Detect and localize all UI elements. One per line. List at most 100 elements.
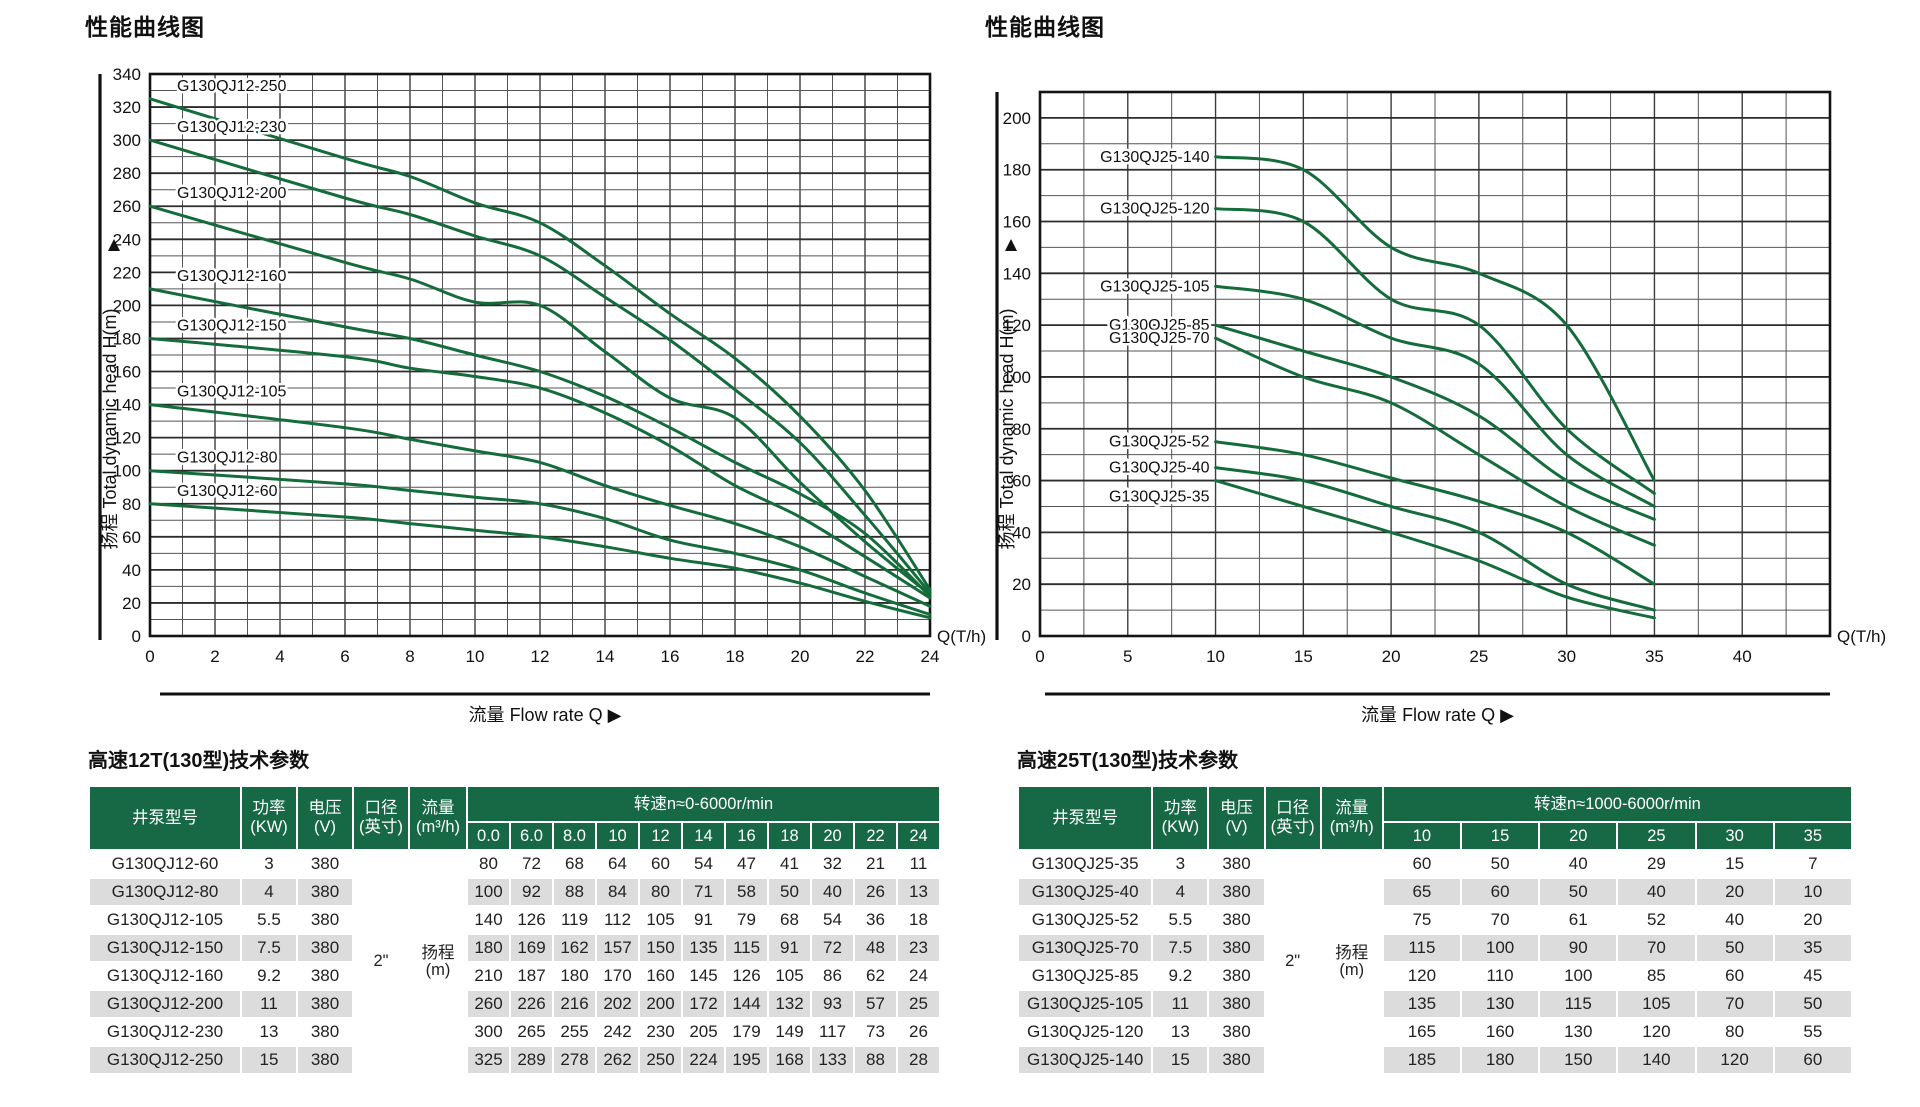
curve-label: G130QJ25-120 bbox=[1100, 201, 1210, 218]
pump-curve bbox=[1214, 207, 1656, 495]
y-tick-label: 120 bbox=[113, 429, 141, 448]
specs-table-12t: 井泵型号 功率 (KW) 电压 (V) 口径 (英寸) 流量 (m³/h) 转速n≈0-6000r… bbox=[88, 785, 941, 1075]
head-value-cell: 242 bbox=[597, 1019, 638, 1045]
head-value-cell: 180 bbox=[468, 935, 509, 961]
head-value-cell: 40 bbox=[1618, 879, 1695, 905]
header-speed-col: 22 bbox=[855, 823, 896, 849]
voltage-cell: 380 bbox=[298, 879, 352, 905]
head-value-cell: 88 bbox=[855, 1047, 896, 1073]
head-value-cell: 40 bbox=[1696, 907, 1773, 933]
head-value-cell: 100 bbox=[1540, 963, 1617, 989]
pump-curve bbox=[148, 138, 932, 595]
head-value-cell: 86 bbox=[812, 963, 853, 989]
header-bore: 口径 (英寸) bbox=[354, 787, 408, 849]
curve-label: G130QJ25-40 bbox=[1109, 460, 1210, 477]
pump-curve bbox=[148, 469, 932, 616]
header-speed-col: 25 bbox=[1618, 823, 1695, 849]
curve-label: G130QJ12-160 bbox=[177, 268, 287, 285]
head-value-cell: 150 bbox=[640, 935, 681, 961]
head-value-cell: 52 bbox=[1618, 907, 1695, 933]
y-tick-label: 140 bbox=[1003, 264, 1031, 283]
power-cell: 9.2 bbox=[242, 963, 296, 989]
table-row: G130QJ25-40 4 380 65 60 50 40 20 10 bbox=[1019, 879, 1851, 905]
header-speed-col: 30 bbox=[1696, 823, 1773, 849]
x-tick-label: 2 bbox=[210, 647, 219, 666]
head-value-cell: 60 bbox=[1462, 879, 1539, 905]
y-tick-label: 0 bbox=[1022, 627, 1031, 646]
x-tick-label: 16 bbox=[661, 647, 680, 666]
voltage-cell: 380 bbox=[298, 851, 352, 877]
voltage-cell: 380 bbox=[1209, 851, 1264, 877]
head-value-cell: 60 bbox=[1383, 851, 1460, 877]
head-value-cell: 230 bbox=[640, 1019, 681, 1045]
head-value-cell: 180 bbox=[1462, 1047, 1539, 1073]
x-tick-label: 20 bbox=[1382, 647, 1401, 666]
table-row: G130QJ25-52 5.5 380 75 70 61 52 40 20 bbox=[1019, 907, 1851, 933]
chart-title-12t: 性能曲线图 bbox=[85, 14, 205, 40]
head-value-cell: 278 bbox=[554, 1047, 595, 1073]
head-value-cell: 7 bbox=[1774, 851, 1851, 877]
voltage-cell: 380 bbox=[298, 1047, 352, 1073]
head-value-cell: 92 bbox=[511, 879, 552, 905]
head-value-cell: 54 bbox=[812, 907, 853, 933]
voltage-cell: 380 bbox=[1209, 991, 1264, 1017]
voltage-cell: 380 bbox=[1209, 1047, 1264, 1073]
head-unit-cell: 扬程 (m) bbox=[1321, 851, 1382, 1073]
y-tick-label: 60 bbox=[122, 528, 141, 547]
y-tick-label: 180 bbox=[1003, 161, 1031, 180]
head-value-cell: 140 bbox=[1618, 1047, 1695, 1073]
model-cell: G130QJ12-60 bbox=[90, 851, 240, 877]
head-value-cell: 60 bbox=[1696, 963, 1773, 989]
head-value-cell: 18 bbox=[898, 907, 939, 933]
curve-label: G130QJ12-60 bbox=[177, 483, 278, 500]
power-cell: 11 bbox=[242, 991, 296, 1017]
head-value-cell: 70 bbox=[1696, 991, 1773, 1017]
voltage-cell: 380 bbox=[298, 963, 352, 989]
curve-label: G130QJ12-105 bbox=[177, 384, 287, 401]
head-value-cell: 105 bbox=[769, 963, 810, 989]
head-value-cell: 72 bbox=[511, 851, 552, 877]
table-row: G130QJ25-105 11 380 135 130 115 105 70 50 bbox=[1019, 991, 1851, 1017]
x-tick-label: 35 bbox=[1645, 647, 1664, 666]
head-value-cell: 54 bbox=[683, 851, 724, 877]
y-tick-label: 20 bbox=[122, 594, 141, 613]
head-value-cell: 216 bbox=[554, 991, 595, 1017]
head-value-cell: 47 bbox=[726, 851, 767, 877]
table-row: G130QJ12-160 9.2 380 210 187 180 170 160 145 126 1… bbox=[90, 963, 939, 989]
curve-label: G130QJ12-80 bbox=[177, 450, 278, 467]
x-tick-label: 24 bbox=[921, 647, 940, 666]
x-axis-title: 流量 Flow rate Q ▶ bbox=[469, 705, 622, 725]
x-tick-label: 5 bbox=[1123, 647, 1132, 666]
table-row: G130QJ12-200 11 380 260 226 216 202 200 172 144 13… bbox=[90, 991, 939, 1017]
head-value-cell: 179 bbox=[726, 1019, 767, 1045]
header-subrow: 0.0 6.0 8.0 10 12 14 16 18 20 22 24 bbox=[90, 823, 939, 849]
head-value-cell: 115 bbox=[1383, 935, 1460, 961]
header-flow: 流量 (m³/h) bbox=[410, 787, 466, 849]
pump-curve bbox=[148, 204, 932, 597]
head-value-cell: 20 bbox=[1774, 907, 1851, 933]
header-speed-group: 转速n≈1000-6000r/min bbox=[1383, 787, 1851, 821]
model-cell: G130QJ25-140 bbox=[1019, 1047, 1152, 1073]
head-value-cell: 50 bbox=[1774, 991, 1851, 1017]
pump-curve bbox=[148, 97, 932, 592]
header-row: 井泵型号 功率 (KW) 电压 (V) 口径 (英寸) 流量 (m³/h) 转速n≈1000-60… bbox=[1019, 787, 1851, 849]
header-bore: 口径 (英寸) bbox=[1265, 787, 1320, 849]
table-row: G130QJ12-105 5.5 380 140 126 119 112 105 91 79 68 5… bbox=[90, 907, 939, 933]
y-tick-label: 260 bbox=[113, 197, 141, 216]
model-cell: G130QJ25-40 bbox=[1019, 879, 1152, 905]
head-value-cell: 60 bbox=[640, 851, 681, 877]
model-cell: G130QJ12-150 bbox=[90, 935, 240, 961]
head-value-cell: 130 bbox=[1540, 1019, 1617, 1045]
head-value-cell: 11 bbox=[898, 851, 939, 877]
plot-frame bbox=[148, 72, 932, 638]
header-speed-col: 35 bbox=[1774, 823, 1851, 849]
head-value-cell: 140 bbox=[468, 907, 509, 933]
x-tick-label: 40 bbox=[1733, 647, 1752, 666]
head-value-cell: 185 bbox=[1383, 1047, 1460, 1073]
y-tick-label: 0 bbox=[132, 627, 141, 646]
header-speed-col: 20 bbox=[1540, 823, 1617, 849]
voltage-cell: 380 bbox=[298, 935, 352, 961]
header-speed-col: 18 bbox=[769, 823, 810, 849]
power-cell: 7.5 bbox=[242, 935, 296, 961]
bore-cell: 2" bbox=[354, 851, 408, 1073]
